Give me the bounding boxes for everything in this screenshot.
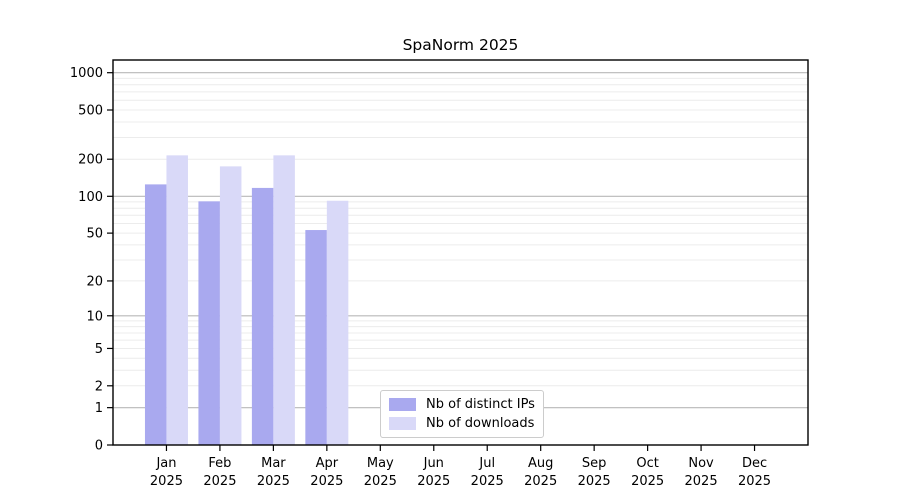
bar-mar-distinct-ips <box>251 187 274 446</box>
x-tick-label-year: 2025 <box>631 474 664 489</box>
bar-jan-distinct-ips <box>144 184 167 446</box>
legend-swatch-downloads <box>389 417 416 430</box>
y-tick-label: 10 <box>86 309 103 324</box>
y-tick-label: 1000 <box>70 66 103 81</box>
x-tick-label-month: Apr <box>316 456 339 471</box>
chart-title: SpaNorm 2025 <box>402 36 519 54</box>
x-tick-label-month: Nov <box>688 456 714 471</box>
x-tick-label-month: Feb <box>208 456 231 471</box>
x-tick-label-year: 2025 <box>524 474 557 489</box>
x-tick-label-year: 2025 <box>310 474 343 489</box>
bar-apr-downloads <box>326 200 349 445</box>
y-tick-label: 1 <box>95 401 103 416</box>
x-tick-label-year: 2025 <box>471 474 504 489</box>
bar-apr-distinct-ips <box>305 230 327 445</box>
y-tick-label: 2 <box>95 379 103 394</box>
x-tick-label-month: Jun <box>423 456 444 471</box>
y-tick-label: 100 <box>78 190 103 205</box>
legend-label-distinct-ips: Nb of distinct IPs <box>426 397 535 412</box>
x-tick-label-month: Sep <box>582 456 607 471</box>
bar-feb-downloads <box>219 166 242 445</box>
x-tick-label-month: Oct <box>636 456 658 471</box>
y-tick-label: 200 <box>78 153 103 168</box>
x-tick-label-month: Aug <box>528 456 553 471</box>
x-tick-label-month: Mar <box>261 456 286 471</box>
legend-item-distinct-ips: Nb of distinct IPs <box>389 397 535 412</box>
x-tick-label-year: 2025 <box>203 474 236 489</box>
x-tick-label-year: 2025 <box>738 474 771 489</box>
legend: Nb of distinct IPs Nb of downloads <box>380 390 544 438</box>
x-tick-label-year: 2025 <box>417 474 450 489</box>
y-tick-label: 0 <box>95 439 103 454</box>
x-tick-label-year: 2025 <box>364 474 397 489</box>
bar-mar-downloads <box>273 155 295 446</box>
x-tick-label-month: Jul <box>478 456 495 471</box>
bar-feb-distinct-ips <box>198 201 220 445</box>
y-tick-label: 20 <box>86 274 103 289</box>
x-tick-label-year: 2025 <box>578 474 611 489</box>
x-tick-label-month: May <box>367 456 394 471</box>
plot-frame <box>112 59 809 446</box>
x-tick-label-year: 2025 <box>257 474 290 489</box>
x-tick-label-year: 2025 <box>150 474 183 489</box>
legend-label-downloads: Nb of downloads <box>426 416 535 431</box>
bar-jan-downloads <box>166 155 188 446</box>
y-tick-label: 500 <box>78 103 103 118</box>
legend-item-downloads: Nb of downloads <box>389 416 535 431</box>
x-tick-label-year: 2025 <box>685 474 718 489</box>
y-tick-label: 5 <box>95 342 103 357</box>
y-tick-label: 50 <box>86 227 103 242</box>
legend-swatch-distinct-ips <box>389 398 416 411</box>
x-tick-label-month: Dec <box>742 456 767 471</box>
x-tick-label-month: Jan <box>155 456 176 471</box>
